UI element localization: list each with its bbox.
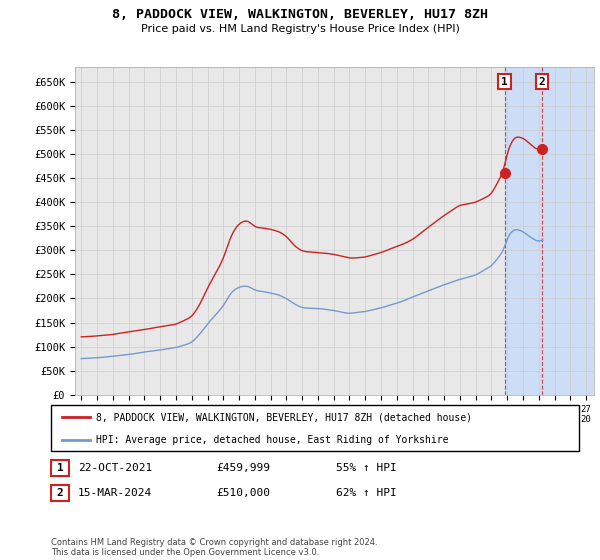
Text: 62% ↑ HPI: 62% ↑ HPI: [336, 488, 397, 498]
Text: £510,000: £510,000: [216, 488, 270, 498]
Text: 2: 2: [56, 488, 64, 498]
Text: 15-MAR-2024: 15-MAR-2024: [78, 488, 152, 498]
Text: 22-OCT-2021: 22-OCT-2021: [78, 463, 152, 473]
Bar: [505, 67, 594, 395]
Text: HPI: Average price, detached house, East Riding of Yorkshire: HPI: Average price, detached house, East…: [96, 435, 449, 445]
Text: 8, PADDOCK VIEW, WALKINGTON, BEVERLEY, HU17 8ZH: 8, PADDOCK VIEW, WALKINGTON, BEVERLEY, H…: [112, 8, 488, 21]
Text: £459,999: £459,999: [216, 463, 270, 473]
Text: 1: 1: [501, 77, 508, 87]
Text: 2: 2: [539, 77, 545, 87]
Text: 8, PADDOCK VIEW, WALKINGTON, BEVERLEY, HU17 8ZH (detached house): 8, PADDOCK VIEW, WALKINGTON, BEVERLEY, H…: [96, 412, 472, 422]
Text: Contains HM Land Registry data © Crown copyright and database right 2024.
This d: Contains HM Land Registry data © Crown c…: [51, 538, 377, 557]
Text: 1: 1: [56, 463, 64, 473]
Text: Price paid vs. HM Land Registry's House Price Index (HPI): Price paid vs. HM Land Registry's House …: [140, 24, 460, 34]
Text: 55% ↑ HPI: 55% ↑ HPI: [336, 463, 397, 473]
